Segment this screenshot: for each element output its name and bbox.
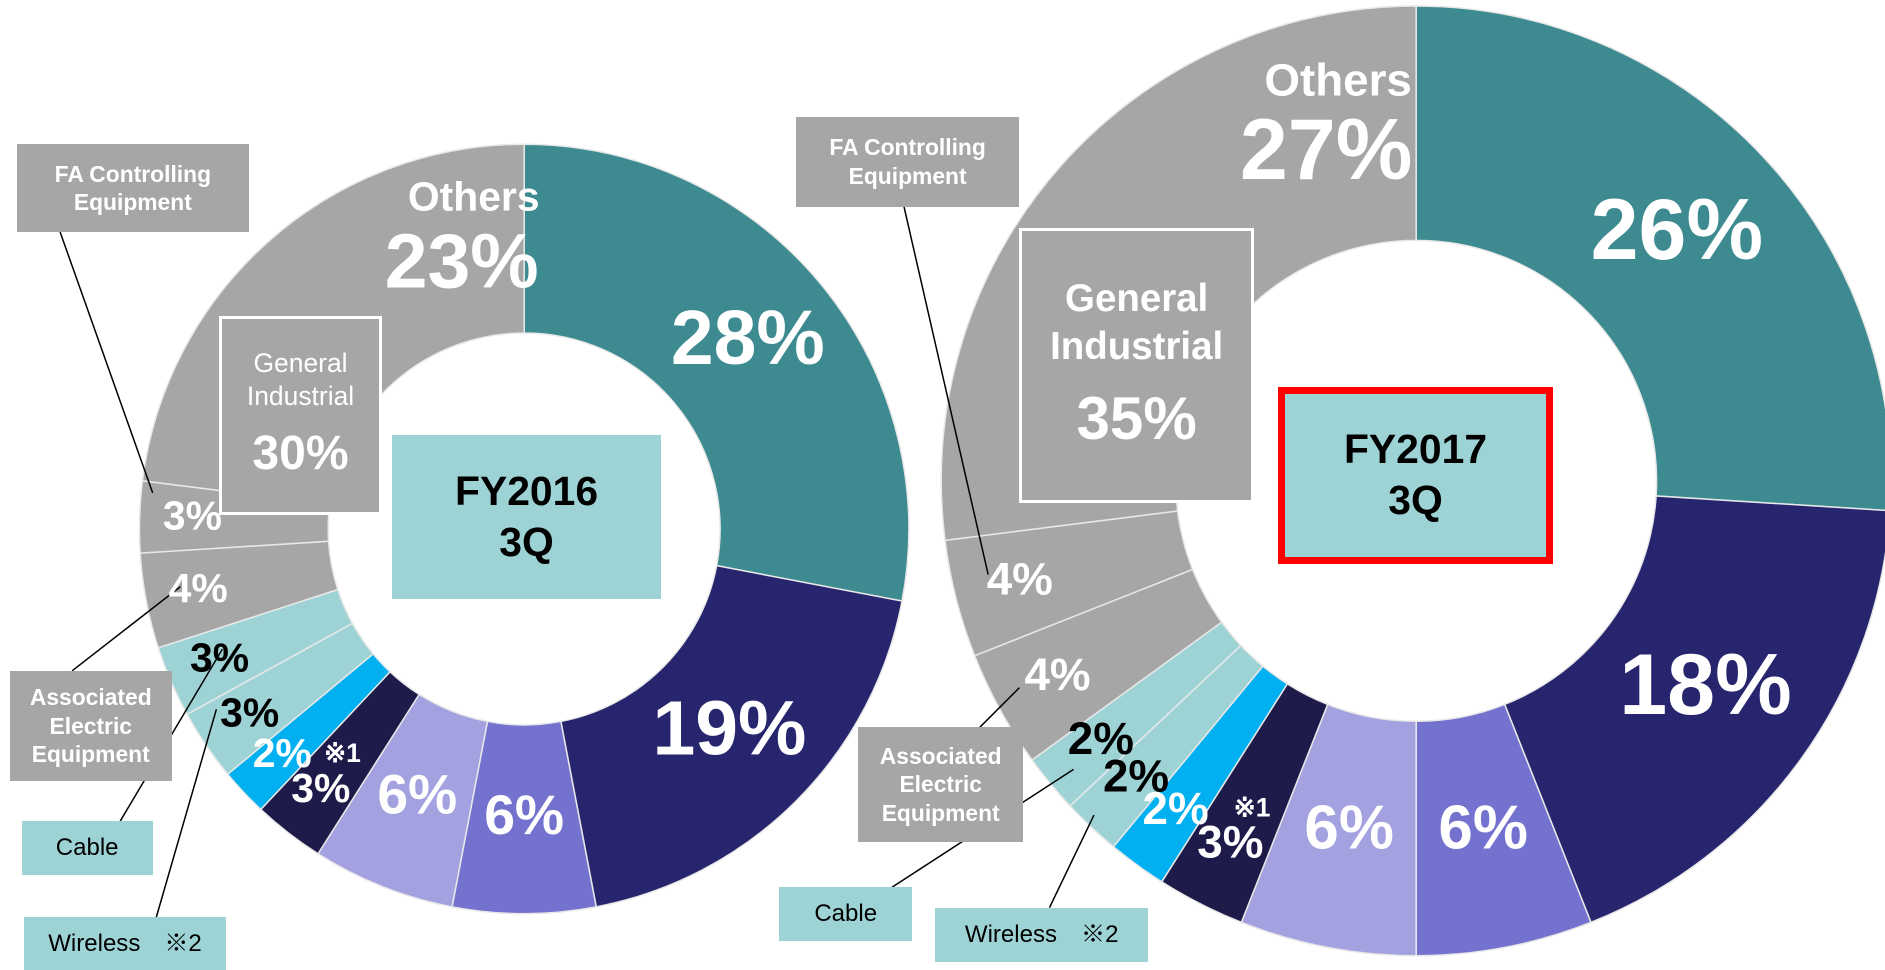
data-label: 3%	[1197, 817, 1263, 868]
category-label: Others	[1264, 55, 1412, 106]
data-label: 23%	[385, 218, 539, 304]
data-label: 4%	[1024, 649, 1090, 700]
group-label: General Industrial	[246, 348, 355, 412]
center-box: FY2017 3Q	[1277, 387, 1554, 564]
leader-line	[71, 586, 181, 672]
donut-segment	[559, 564, 903, 908]
callout-box: Cable	[779, 887, 913, 942]
group-box: General Industrial 30%	[218, 316, 383, 515]
group-label: General Industrial	[1050, 277, 1224, 369]
data-label: 4%	[169, 565, 228, 611]
note-label: ※1	[1234, 792, 1271, 822]
center-label: FY2016	[454, 467, 599, 514]
data-label: 27%	[1240, 102, 1412, 198]
data-label: 6%	[484, 784, 564, 846]
leader-line	[1048, 814, 1095, 908]
leader-line	[59, 231, 154, 494]
data-label: 2%	[1068, 713, 1134, 764]
leader-line	[979, 687, 1020, 728]
group-value: 35%	[1076, 384, 1197, 452]
category-label: Others	[408, 174, 540, 220]
data-label: 6%	[1438, 794, 1528, 863]
callout-box: FA Controlling Equipment	[795, 116, 1020, 207]
callout-box: FA Controlling Equipment	[16, 144, 249, 232]
data-label: 2%	[253, 730, 312, 776]
center-label: FY2017	[1343, 426, 1488, 473]
data-label: 2%	[1103, 750, 1169, 801]
data-label: 3%	[220, 689, 279, 735]
data-label: 28%	[671, 295, 825, 381]
donut-segment	[1503, 495, 1885, 924]
data-label: 6%	[377, 763, 457, 825]
data-label: 26%	[1591, 182, 1763, 278]
data-label: 2%	[1143, 783, 1209, 834]
note-label: ※1	[324, 738, 361, 768]
callout-box: Wireless ※2	[935, 907, 1149, 962]
center-box: FY2016 3Q	[391, 435, 662, 599]
data-label: 3%	[190, 635, 249, 681]
donut-segment	[523, 143, 910, 602]
donut-segment	[1415, 5, 1885, 512]
donut	[940, 5, 1885, 957]
callout-box: Associated Electric Equipment	[9, 670, 172, 782]
data-label: 3%	[163, 492, 222, 538]
center-label: 3Q	[499, 518, 554, 565]
callout-box: Associated Electric Equipment	[858, 727, 1024, 842]
center-label: 3Q	[1388, 477, 1443, 524]
data-label: 18%	[1619, 637, 1791, 733]
callout-box: Wireless ※2	[24, 917, 226, 970]
data-label: 6%	[1304, 794, 1394, 863]
group-box: General Industrial 35%	[1019, 228, 1254, 503]
data-label: 4%	[987, 554, 1053, 605]
group-value: 30%	[252, 426, 349, 481]
leader-line	[903, 206, 989, 575]
callout-box: Cable	[21, 821, 153, 876]
leader-line	[155, 709, 218, 918]
data-label: 3%	[291, 765, 350, 811]
data-label: 19%	[652, 686, 806, 772]
